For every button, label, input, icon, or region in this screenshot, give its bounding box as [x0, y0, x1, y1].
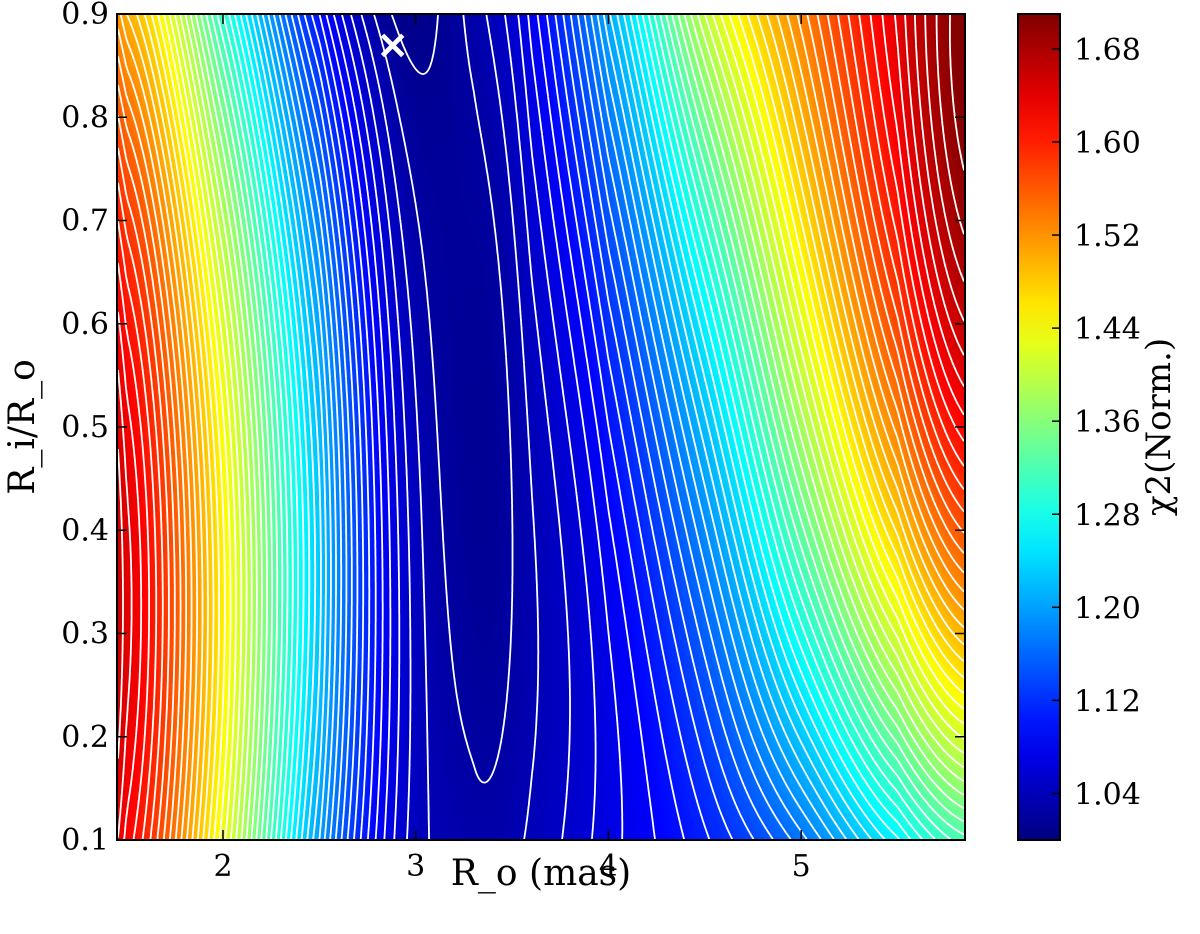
contour-line [117, 14, 965, 840]
contour-line [341, 14, 597, 840]
y-tick-label: 0.7 [61, 204, 109, 239]
contour-line [117, 14, 965, 840]
contour-line [949, 14, 965, 171]
contour-line [174, 14, 965, 840]
colorbar: 1.04 1.12 1.20 1.28 1.36 1.44 1.52 1.60 1.68 χ2(… [1017, 13, 1179, 841]
contour-line [136, 14, 965, 840]
contour-line [126, 14, 965, 840]
minimum-marker: × [376, 22, 410, 68]
colorbar-tick-label: 1.60 [1074, 126, 1141, 161]
contour-line [117, 14, 965, 840]
colorbar-tick-label: 1.44 [1074, 312, 1141, 347]
contour-line [273, 14, 822, 840]
x-axis-title: R_o (mas) [451, 853, 631, 894]
y-tick-label: 0.4 [61, 513, 109, 548]
x-tick-label: 4 [599, 849, 618, 884]
x-tick-label: 2 [213, 849, 232, 884]
contour-line [373, 14, 514, 784]
contour-line [189, 14, 965, 840]
contour-line [284, 14, 792, 840]
contour-line [297, 14, 755, 840]
colorbar-ticks: 1.04 1.12 1.20 1.28 1.36 1.44 1.52 1.60 1.68 [1052, 33, 1141, 812]
contour-line [216, 14, 951, 840]
contour-line [157, 14, 965, 840]
colorbar-tick-label: 1.28 [1074, 498, 1141, 533]
colorbar-frame [1017, 13, 1061, 841]
contour-lines [117, 14, 965, 840]
contour-line [245, 14, 886, 840]
contour-line [205, 14, 965, 840]
x-tick-label: 3 [406, 849, 425, 884]
contour-line [914, 15, 965, 322]
colorbar-tick-label: 1.04 [1074, 777, 1141, 812]
contour-line [267, 14, 835, 840]
contour-line [179, 14, 965, 840]
y-tick-label: 0.5 [61, 410, 109, 445]
contour-line [350, 14, 571, 840]
y-tick-label: 0.9 [61, 0, 109, 32]
colorbar-tick-label: 1.52 [1074, 219, 1141, 254]
contour-line [278, 14, 808, 840]
contour-line [195, 14, 965, 840]
contour-line [119, 14, 965, 840]
contour-line [210, 14, 965, 840]
contour-line [256, 14, 860, 840]
contour-line [117, 14, 965, 840]
y-axis: 0.1 0.2 0.3 0.4 0.5 0.6 0.7 0.8 0.9 [61, 0, 965, 858]
contour-line [261, 14, 847, 840]
y-tick-label: 0.8 [61, 100, 109, 135]
contour-line [234, 14, 912, 840]
y-tick-label: 0.2 [61, 720, 109, 755]
y-tick-label: 0.3 [61, 617, 109, 652]
contour-line [117, 14, 965, 840]
contour-line [239, 14, 900, 840]
contour-line [360, 14, 540, 840]
colorbar-tick-label: 1.12 [1074, 684, 1141, 719]
y-tick-label: 0.6 [61, 307, 109, 342]
contour-line [117, 14, 965, 840]
contour-line [333, 14, 624, 840]
contour-line [303, 14, 734, 840]
contour-line [228, 14, 923, 840]
contour-line [290, 14, 774, 840]
colorbar-gradient [1018, 14, 1060, 840]
contour-line [117, 14, 965, 840]
y-axis-title: R_i/R_o [2, 359, 43, 495]
contour-line [310, 14, 711, 840]
contour-line [117, 14, 965, 838]
contour-line [325, 14, 656, 840]
contour-line [200, 14, 965, 840]
contour-line [168, 14, 965, 840]
contour-line [390, 14, 439, 75]
x-tick-label: 5 [792, 849, 811, 884]
colorbar-tick-label: 1.68 [1074, 33, 1141, 68]
contour-line [924, 15, 965, 282]
y-tick-label: 0.1 [61, 823, 109, 858]
contour-line [184, 14, 965, 840]
colorbar-title: χ2(Norm.) [1139, 338, 1179, 516]
contour-line [144, 14, 965, 840]
contour-line [250, 14, 872, 840]
colorbar-tick-label: 1.36 [1074, 405, 1141, 440]
colorbar-tick-label: 1.20 [1074, 591, 1141, 626]
contour-line [117, 14, 965, 840]
contour-line [117, 14, 965, 840]
contour-line [935, 15, 965, 235]
contour-line [150, 14, 965, 840]
x-axis: 2 3 4 5 [213, 14, 811, 884]
contour-line [318, 14, 685, 840]
